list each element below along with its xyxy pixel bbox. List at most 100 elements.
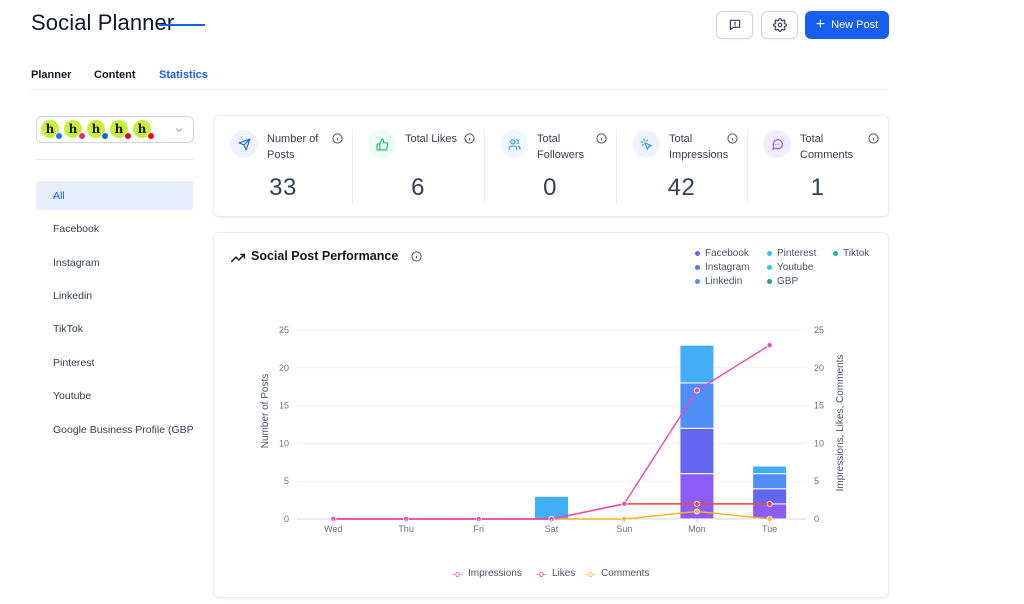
chart-title: Social Post Performance (251, 249, 399, 263)
youtube-icon (147, 132, 155, 140)
legend-item-youtube[interactable]: Youtube (767, 262, 813, 273)
linkedin-icon (101, 132, 109, 140)
message-icon (763, 130, 791, 158)
new-post-label: New Post (831, 19, 879, 31)
legend-label: Tiktok (843, 248, 870, 259)
info-icon[interactable] (727, 133, 738, 144)
feedback-button[interactable] (716, 11, 753, 39)
y-tick-label: 5 (284, 476, 289, 486)
stat-value: 1 (810, 174, 825, 201)
stat-divider (484, 130, 485, 204)
y-axis-left-label: Number of Posts (260, 374, 271, 448)
y2-tick-label: 10 (814, 438, 824, 448)
info-icon[interactable] (464, 133, 475, 144)
stat-total-likes: Total Likes 6 (352, 116, 484, 218)
legend-label: Youtube (777, 262, 814, 273)
legend-item-instagram[interactable]: Instagram (695, 262, 749, 273)
stat-value: 33 (269, 174, 297, 201)
sidebar-item-youtube[interactable]: Youtube (53, 389, 92, 402)
account-avatar-facebook: h (41, 120, 63, 140)
page-title: Social Planner (31, 10, 175, 35)
legend-label: Linkedin (705, 276, 743, 287)
bar-segment-instagram (679, 427, 715, 475)
info-icon[interactable] (332, 133, 343, 144)
gear-icon (772, 18, 787, 32)
message-alert-icon (729, 19, 740, 31)
legend-label: Facebook (705, 248, 749, 259)
point-comments (693, 508, 700, 515)
bottom-legend-comments[interactable]: -o- Comments (585, 568, 649, 579)
legend-item-facebook[interactable]: Facebook (695, 248, 749, 259)
legend-item-gbp[interactable]: GBP (767, 276, 798, 287)
y2-tick-label: 15 (814, 401, 824, 411)
sidebar-item-pinterest[interactable]: Pinterest (53, 356, 95, 369)
legend-label: Pinterest (777, 248, 817, 259)
y-tick-label: 20 (279, 363, 289, 373)
legend-item-tiktok[interactable]: Tiktok (833, 248, 869, 259)
legend-item-linkedin[interactable]: Linkedin (695, 276, 742, 287)
pinterest-icon (124, 132, 132, 140)
bar-segment-pinterest (679, 344, 715, 384)
legend-line-marker: -o- (536, 568, 547, 579)
bottom-legend-likes[interactable]: -o- Likes (536, 568, 575, 579)
settings-button[interactable] (761, 11, 798, 39)
tab-content[interactable]: Content (94, 69, 136, 81)
y2-tick-label: 5 (814, 476, 819, 486)
legend-dot (767, 279, 772, 284)
sidebar-item-all[interactable]: All (36, 181, 193, 210)
chevron-down-icon (175, 128, 183, 132)
legend-dot (695, 279, 700, 284)
stat-number-of-posts: Number of Posts 33 (214, 116, 352, 218)
x-tick-label: Mon (688, 524, 706, 534)
tab-statistics[interactable]: Statistics (159, 69, 208, 81)
info-icon[interactable] (596, 133, 607, 144)
sidebar-divider (36, 159, 194, 160)
bar-segment-linkedin (752, 473, 788, 490)
legend-label: Likes (552, 568, 576, 579)
x-tick-label: Tue (762, 524, 777, 534)
y-axis-right-ticks: 0 5 10 15 20 25 (814, 325, 824, 524)
new-post-button[interactable]: + New Post (805, 11, 889, 39)
bottom-legend-impressions[interactable]: -o- Impressions (452, 568, 522, 579)
tab-planner[interactable]: Planner (31, 69, 72, 81)
social-post-performance-card: Social Post Performance Facebook Pintere… (213, 232, 889, 598)
legend-dot (833, 251, 838, 256)
stat-label: Total Likes (405, 133, 457, 145)
point-impressions (693, 387, 700, 394)
info-icon[interactable] (411, 251, 422, 262)
stat-value: 6 (411, 174, 425, 201)
trending-up-icon (231, 253, 245, 263)
y-tick-label: 15 (279, 401, 289, 411)
y2-tick-label: 0 (814, 514, 819, 524)
sidebar-item-gbp[interactable]: Google Business Profile (GBP) (53, 423, 193, 436)
stat-label: Number of Posts (267, 133, 319, 161)
account-avatar-pinterest: h (110, 120, 132, 140)
performance-chart: 0 5 10 15 20 25 0 5 10 15 20 25 Wed Thu Fri Sat Sun Mon… (260, 325, 846, 534)
instagram-icon (78, 132, 86, 140)
users-icon (500, 130, 528, 158)
point-likes (693, 500, 700, 507)
legend-line-marker: -o- (585, 568, 596, 579)
info-icon[interactable] (868, 133, 879, 144)
sidebar-item-tiktok[interactable]: TikTok (53, 322, 83, 335)
y-tick-label: 25 (279, 325, 289, 335)
sidebar-item-facebook[interactable]: Facebook (53, 222, 100, 235)
stat-label: Total Comments (800, 133, 854, 161)
legend-dot (767, 251, 772, 256)
stat-label: Total Followers (537, 133, 585, 161)
sidebar-item-linkedin[interactable]: Linkedin (53, 289, 93, 302)
x-tick-label: Sun (616, 524, 632, 534)
legend-line-marker: -o- (452, 568, 463, 579)
account-avatar-youtube: h (133, 120, 155, 140)
legend-item-pinterest[interactable]: Pinterest (767, 248, 816, 259)
point-impressions (766, 342, 773, 349)
stat-total-comments: Total Comments 1 (747, 116, 888, 218)
stat-value: 42 (667, 174, 696, 201)
y2-tick-label: 25 (814, 325, 824, 335)
stat-divider (616, 130, 617, 204)
chart-bars (534, 344, 788, 520)
x-tick-label: Sat (545, 524, 559, 534)
sidebar-item-instagram[interactable]: Instagram (53, 256, 100, 269)
chart-grid (297, 329, 806, 520)
